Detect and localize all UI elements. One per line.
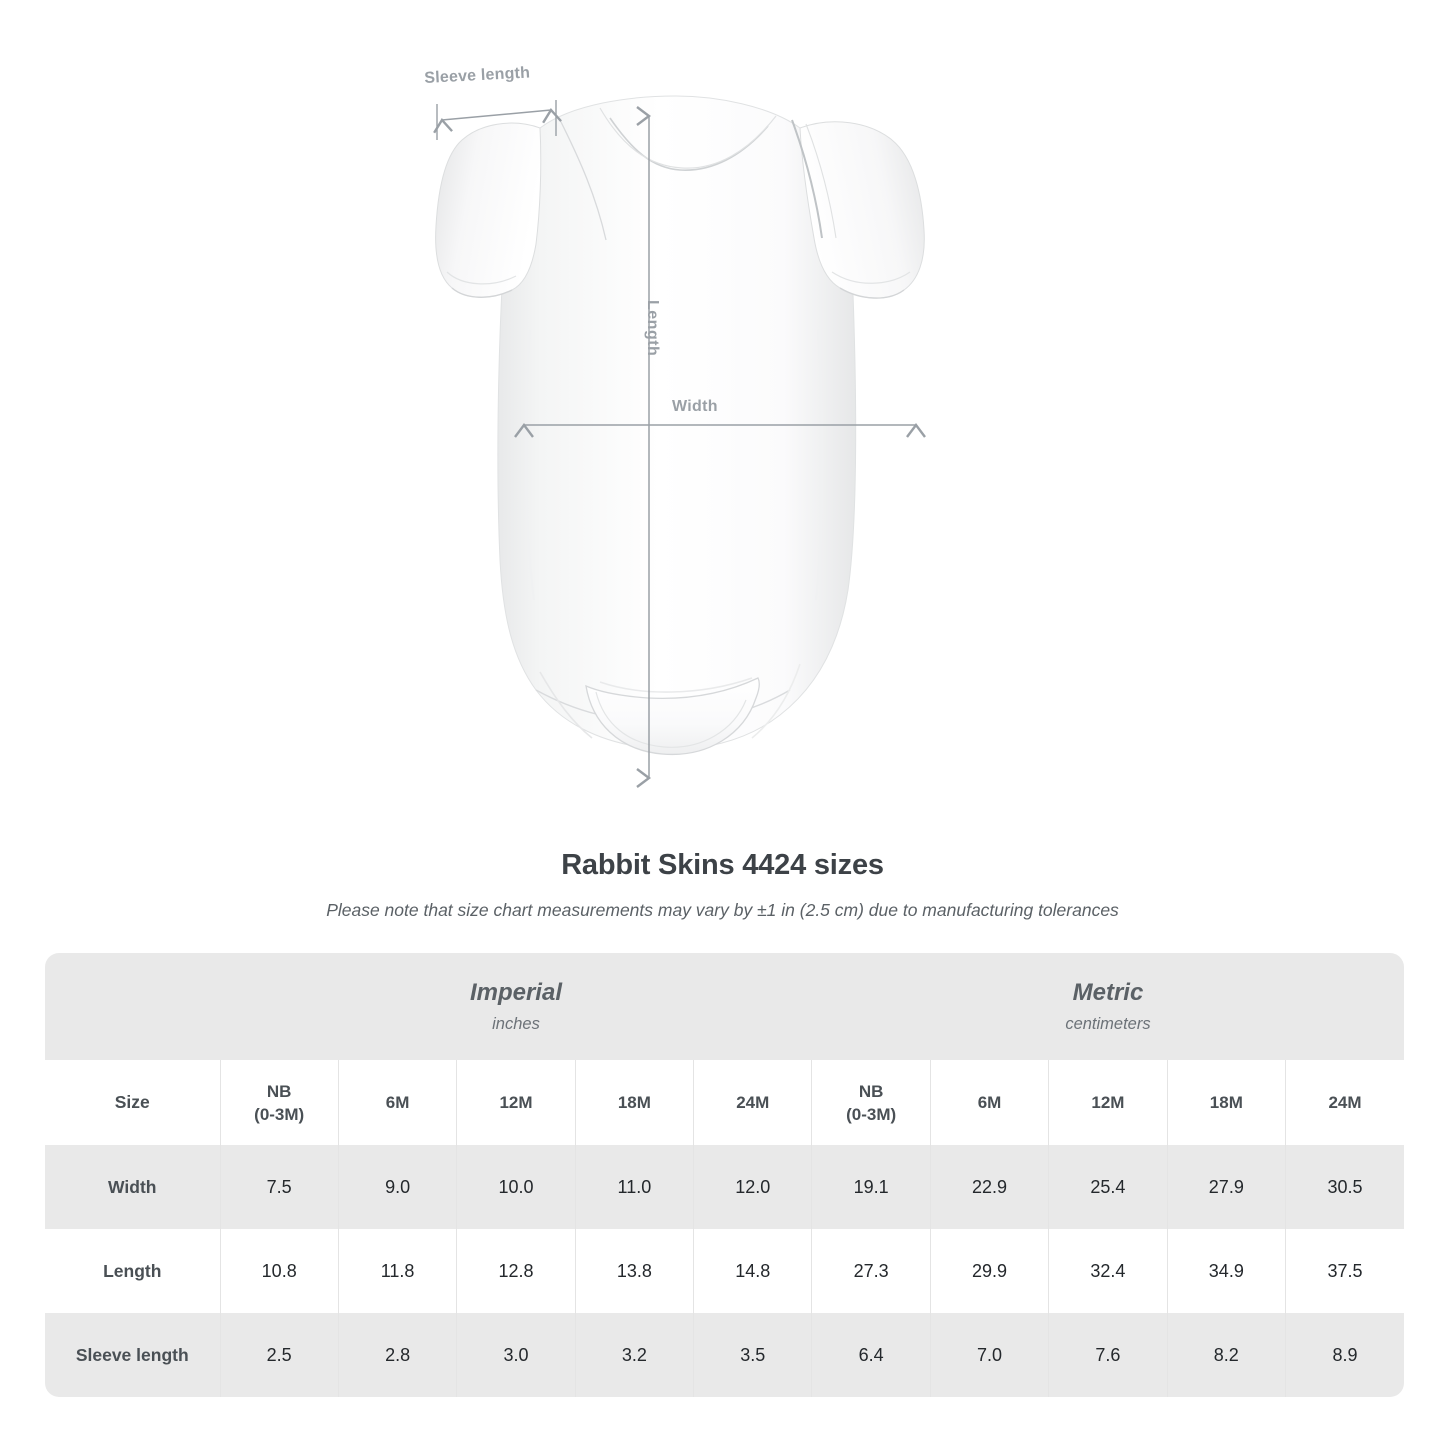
header-col-4: 24M xyxy=(693,1060,813,1145)
bodysuit-illustration xyxy=(435,95,925,756)
cell-length-imp-0: 10.8 xyxy=(220,1229,339,1313)
page-title: Rabbit Skins 4424 sizes xyxy=(561,849,884,881)
table-row: Width 7.5 9.0 10.0 11.0 12.0 19.1 22.9 2… xyxy=(45,1145,1404,1229)
cell-width-met-1: 22.9 xyxy=(930,1145,1050,1229)
header-col-8: 18M xyxy=(1167,1060,1287,1145)
row-label-length: Length xyxy=(45,1229,221,1313)
table-row: Sleeve length 2.5 2.8 3.0 3.2 3.5 6.4 7.… xyxy=(45,1313,1404,1397)
cell-width-met-3: 27.9 xyxy=(1167,1145,1287,1229)
cell-width-met-4: 30.5 xyxy=(1285,1145,1404,1229)
unit-group-imperial-sub: inches xyxy=(492,1015,540,1033)
header-col-7: 12M xyxy=(1048,1060,1168,1145)
cell-length-met-3: 34.9 xyxy=(1167,1229,1287,1313)
cell-sleeve-met-4: 8.9 xyxy=(1285,1313,1404,1397)
title-block: Rabbit Skins 4424 sizes Please note that… xyxy=(0,845,1445,922)
cell-sleeve-imp-4: 3.5 xyxy=(693,1313,813,1397)
header-col-0-primary: NB xyxy=(266,1081,292,1101)
cell-length-imp-4: 14.8 xyxy=(693,1229,813,1313)
cell-sleeve-imp-1: 2.8 xyxy=(338,1313,458,1397)
unit-group-metric: Metric centimeters xyxy=(811,953,1404,1060)
unit-group-metric-sub: centimeters xyxy=(1065,1015,1151,1033)
unit-group-imperial-name: Imperial xyxy=(469,979,562,1006)
garment-diagram: Sleeve length Length Width xyxy=(424,64,926,788)
cell-length-imp-1: 11.8 xyxy=(338,1229,458,1313)
unit-group-imperial: Imperial inches xyxy=(220,953,812,1060)
cell-sleeve-met-2: 7.6 xyxy=(1048,1313,1168,1397)
unit-group-row: Imperial inches Metric centimeters xyxy=(45,953,1404,1060)
cell-sleeve-imp-2: 3.0 xyxy=(456,1313,576,1397)
cell-sleeve-met-3: 8.2 xyxy=(1167,1313,1287,1397)
header-col-0-secondary: (0-3M) xyxy=(254,1104,305,1124)
size-table-wrapper: Imperial inches Metric centimeters Size … xyxy=(45,953,1404,1397)
cell-width-imp-1: 9.0 xyxy=(338,1145,458,1229)
cell-width-imp-3: 11.0 xyxy=(575,1145,695,1229)
sleeve-length-annotation xyxy=(433,100,562,140)
cell-length-imp-3: 13.8 xyxy=(575,1229,695,1313)
cell-length-met-0: 27.3 xyxy=(811,1229,931,1313)
header-col-5-primary: NB xyxy=(858,1081,884,1101)
cell-width-imp-4: 12.0 xyxy=(693,1145,813,1229)
column-header-row: Size NB (0-3M) 6M 12M 18M 24M NB (0-3M) … xyxy=(45,1060,1404,1145)
cell-width-met-0: 19.1 xyxy=(811,1145,931,1229)
cell-length-imp-2: 12.8 xyxy=(456,1229,576,1313)
sleeve-length-arrow xyxy=(433,108,562,134)
cell-length-met-4: 37.5 xyxy=(1285,1229,1404,1313)
unit-band-spacer xyxy=(45,953,220,1060)
cell-width-met-2: 25.4 xyxy=(1048,1145,1168,1229)
cell-width-imp-2: 10.0 xyxy=(456,1145,576,1229)
header-col-1: 6M xyxy=(338,1060,458,1145)
table-row: Length 10.8 11.8 12.8 13.8 14.8 27.3 29.… xyxy=(45,1229,1404,1313)
header-col-0: NB (0-3M) xyxy=(220,1060,339,1145)
row-label-sleeve-length: Sleeve length xyxy=(45,1313,221,1397)
cell-length-met-1: 29.9 xyxy=(930,1229,1050,1313)
header-col-2: 12M xyxy=(456,1060,576,1145)
unit-group-metric-name: Metric xyxy=(1072,979,1144,1006)
cell-width-imp-0: 7.5 xyxy=(220,1145,339,1229)
tolerance-note: Please note that size chart measurements… xyxy=(326,900,1119,920)
header-col-9: 24M xyxy=(1285,1060,1404,1145)
width-label: Width xyxy=(672,398,718,415)
length-label: Length xyxy=(644,300,661,357)
size-table: Imperial inches Metric centimeters Size … xyxy=(45,953,1404,1397)
cell-sleeve-imp-0: 2.5 xyxy=(220,1313,339,1397)
header-col-5-secondary: (0-3M) xyxy=(846,1104,897,1124)
cell-sleeve-met-0: 6.4 xyxy=(811,1313,931,1397)
header-size-label: Size xyxy=(45,1060,221,1145)
cell-length-met-2: 32.4 xyxy=(1048,1229,1168,1313)
header-col-6: 6M xyxy=(930,1060,1050,1145)
cell-sleeve-imp-3: 3.2 xyxy=(575,1313,695,1397)
header-col-3: 18M xyxy=(575,1060,695,1145)
header-col-5: NB (0-3M) xyxy=(811,1060,931,1145)
row-label-width: Width xyxy=(45,1145,221,1229)
cell-sleeve-met-1: 7.0 xyxy=(930,1313,1050,1397)
